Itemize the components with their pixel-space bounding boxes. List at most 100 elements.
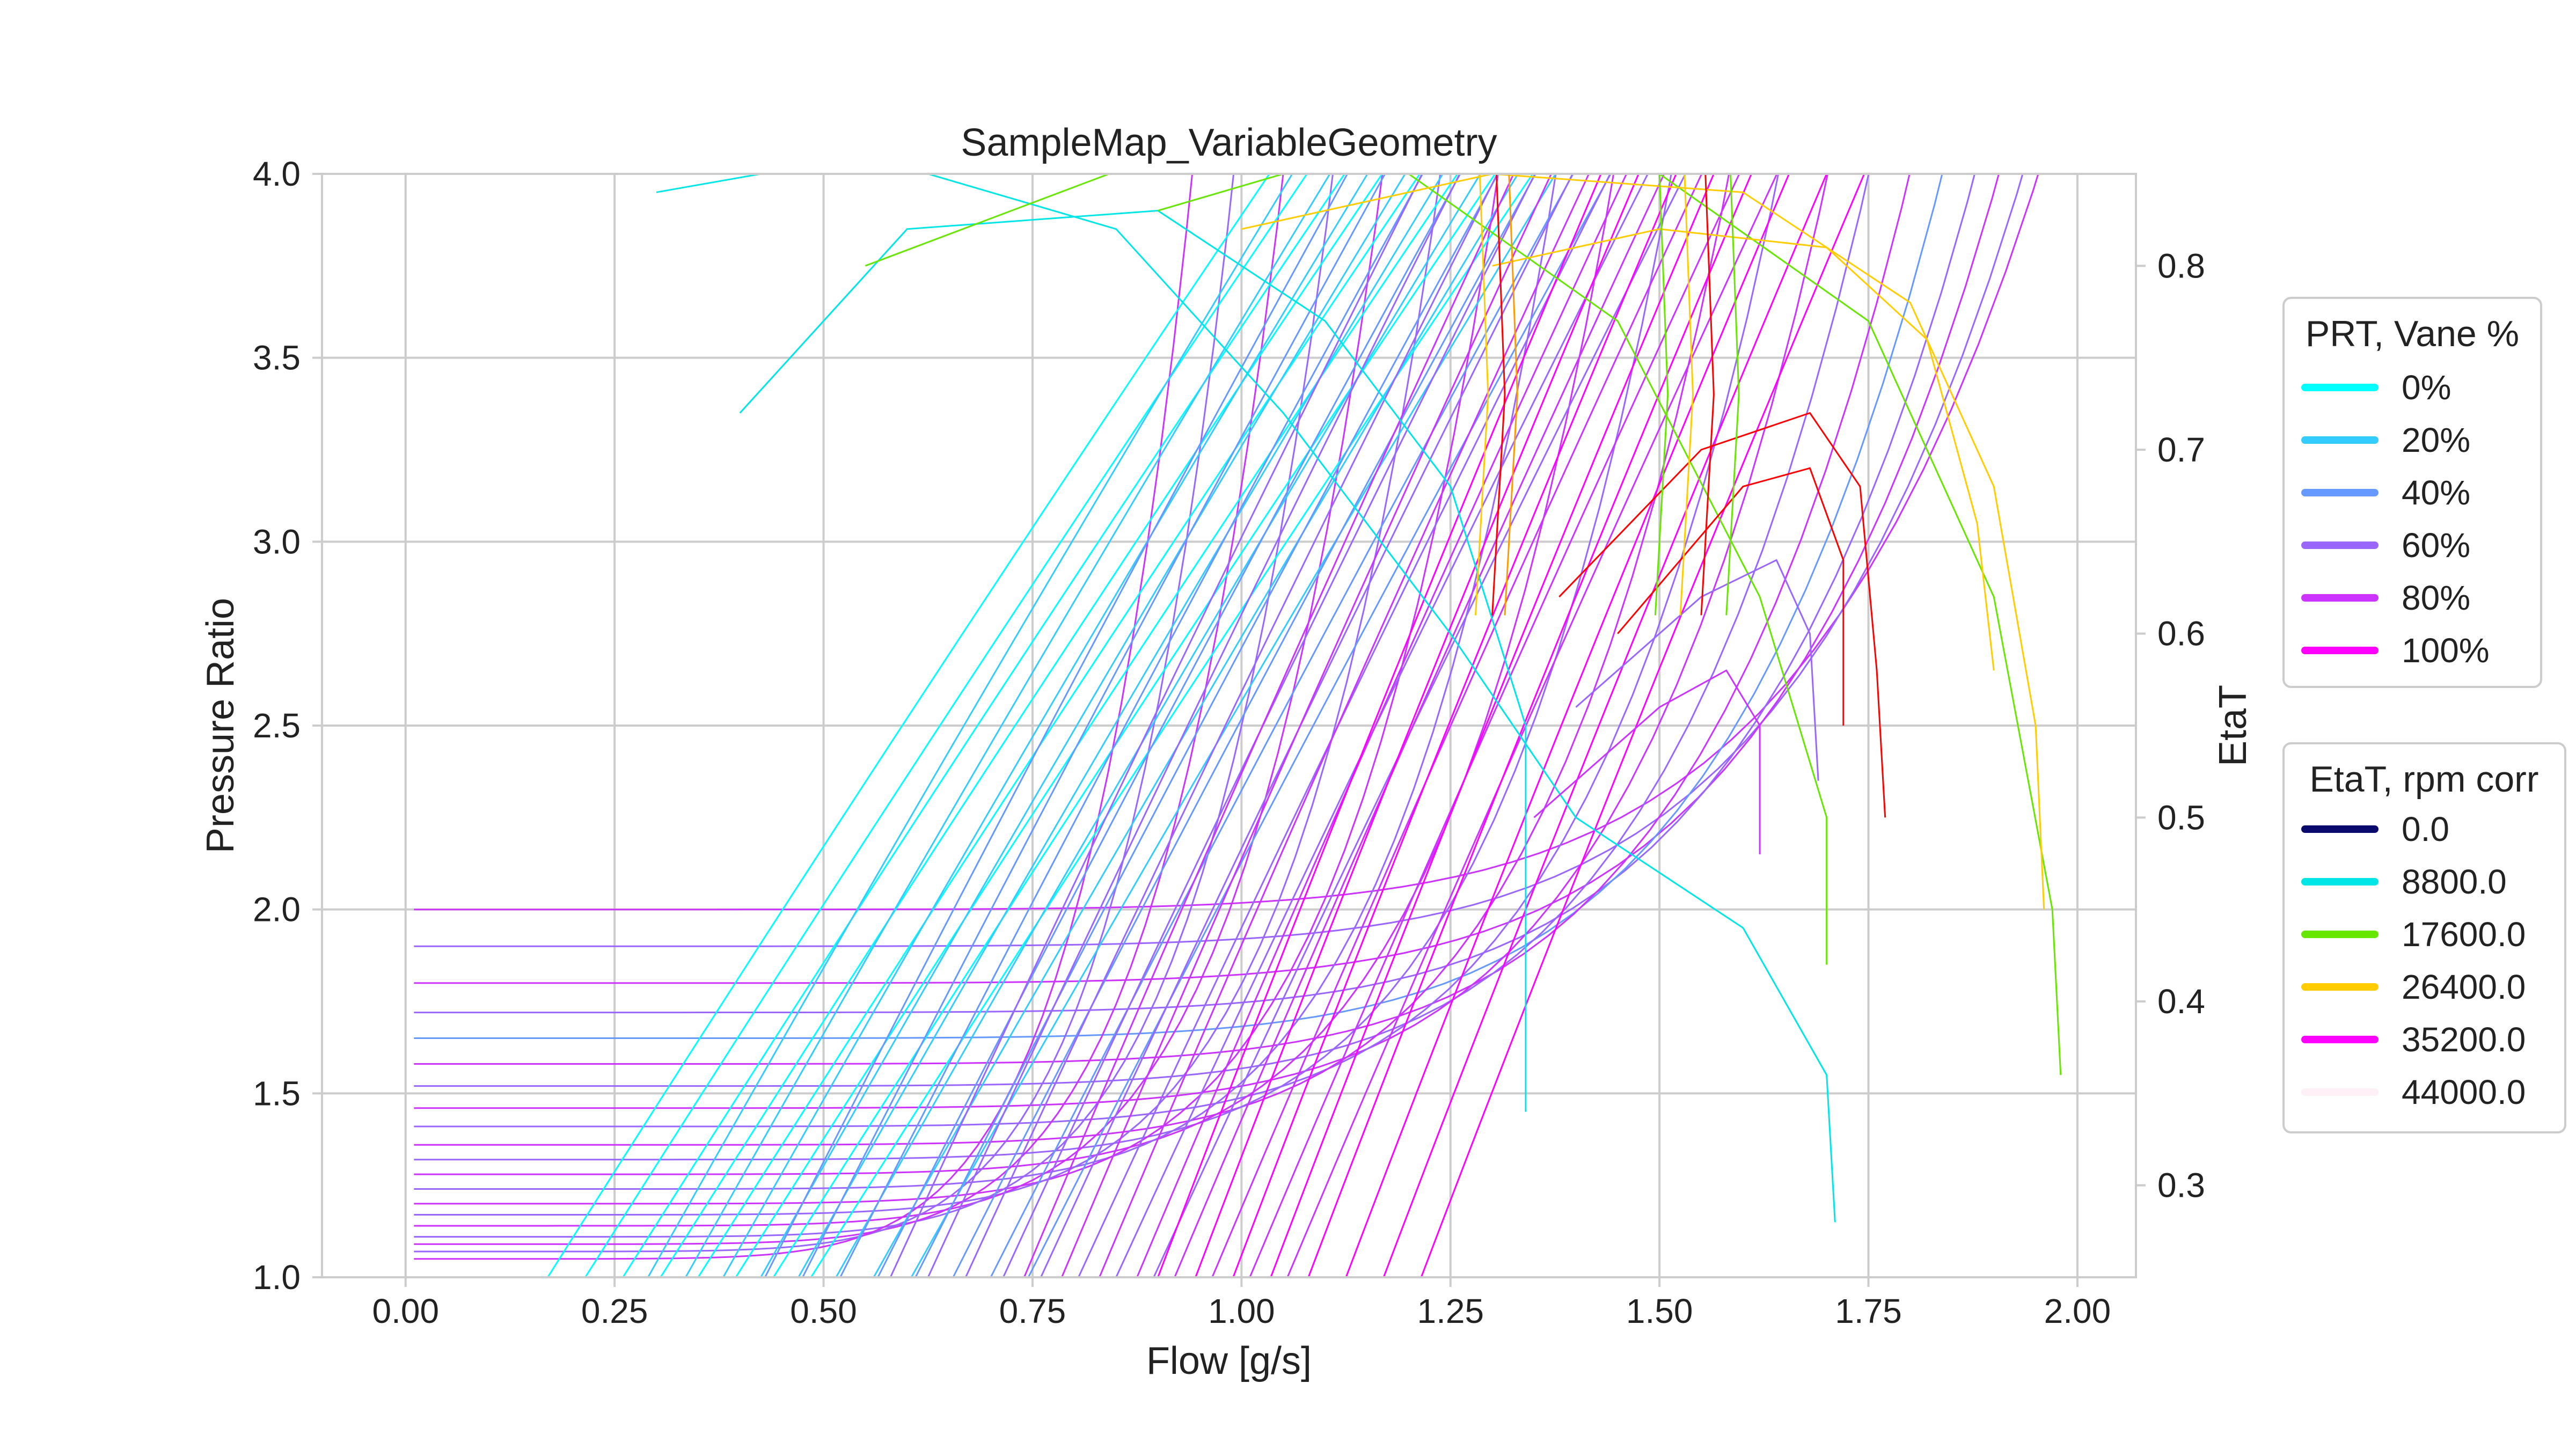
legend-prt-title: PRT, Vane % [2306, 313, 2519, 354]
series-line-speed [1099, 174, 1590, 1277]
series-line-low-pr [414, 174, 1672, 1161]
series-line-low-pr [414, 174, 1829, 1109]
x-tick-label: 0.00 [372, 1292, 439, 1330]
series-line-low-pr [414, 174, 1911, 1065]
series-line-speed [1345, 174, 1790, 1277]
series-line-choke [1491, 174, 1506, 616]
y2-tick-label: 0.6 [2157, 614, 2205, 653]
legend-eta-item-label: 26400.0 [2402, 968, 2526, 1006]
series-line-speed [810, 174, 1534, 1277]
x-axis-label: Flow [g/s] [1146, 1340, 1312, 1382]
series-line-speed [889, 174, 1423, 1277]
series-line-speed [914, 174, 1499, 1277]
legend-eta-box [2282, 742, 2566, 1133]
legend-prt-item-label: 60% [2402, 526, 2470, 565]
series-line-speed [1270, 174, 1715, 1277]
series-line-speed [584, 174, 1308, 1277]
series-line-speed [764, 174, 1349, 1277]
legend-prt-item-label: 80% [2402, 579, 2470, 617]
series-line-low-pr [414, 174, 1334, 1238]
series-line-low-pr [414, 174, 2000, 984]
series-line-speed [685, 174, 1331, 1277]
series-line-speed [802, 174, 1386, 1277]
x-tick-label: 0.25 [581, 1292, 648, 1330]
series-line-speed [722, 174, 1368, 1277]
legend-eta-item-label: 17600.0 [2402, 915, 2526, 954]
legend-eta-item-label: 44000.0 [2402, 1073, 2526, 1111]
series-line-speed [1040, 174, 1574, 1277]
y-axis-label: Pressure Ratio [199, 598, 242, 853]
series-line-low-pr [414, 174, 1780, 1128]
series-line-speed [797, 174, 1444, 1277]
y-tick-label: 3.5 [253, 339, 301, 377]
series-line-efficiency [656, 174, 1836, 1223]
legend-prt-item-label: 100% [2402, 631, 2490, 670]
series-line-low-pr [414, 174, 1943, 1039]
series-line-efficiency [865, 174, 1828, 965]
y-tick-label: 2.0 [253, 890, 301, 929]
legend-prt-box [2282, 297, 2542, 688]
y2-tick-label: 0.4 [2157, 982, 2205, 1021]
series-line-low-pr [414, 174, 1194, 1260]
series-line-speed [910, 174, 1557, 1277]
series-line-low-pr [414, 174, 1284, 1245]
plot-area [414, 174, 2062, 1277]
series-line-speed [660, 174, 1384, 1277]
y-tick-label: 3.0 [253, 522, 301, 561]
series-line-speed [965, 174, 1498, 1277]
series-line-speed [952, 174, 1536, 1277]
legend-prt: PRT, Vane % 0% 20% 40% 60% 80% 100% [2282, 297, 2542, 688]
x-tick-label: 1.50 [1626, 1292, 1693, 1330]
series-line-speed [927, 174, 1461, 1277]
legend-prt-item-label: 40% [2402, 473, 2470, 512]
legend-eta-item-label: 0.0 [2402, 810, 2449, 848]
legend-eta-item-label: 8800.0 [2402, 862, 2507, 901]
series-line-speed [1115, 174, 1649, 1277]
series-line-speed [735, 174, 1459, 1277]
y-tick-label: 1.0 [253, 1258, 301, 1297]
series-line-speed [1061, 174, 1553, 1277]
legend-eta-item-label: 35200.0 [2402, 1020, 2526, 1059]
x-tick-label: 0.75 [999, 1292, 1066, 1330]
series-line-low-pr [414, 174, 1499, 1205]
series-line-speed [1002, 174, 1536, 1277]
series-line-choke [1654, 174, 1669, 616]
series-line-speed [1307, 174, 1753, 1277]
series-line-low-pr [414, 174, 1976, 1014]
series-line-choke [1504, 174, 1518, 616]
series-line-speed [1174, 174, 1665, 1277]
series-line-choke [1725, 174, 1740, 616]
series-line-speed [1286, 174, 1778, 1277]
legend-eta-title: EtaT, rpm corr [2310, 759, 2539, 800]
series-line-speed [622, 174, 1346, 1277]
series-line-speed [990, 174, 1574, 1277]
series-line-choke [1679, 174, 1694, 616]
series-line-efficiency [1558, 412, 1886, 818]
y-tick-label: 2.5 [253, 706, 301, 745]
series-line-speed [839, 174, 1424, 1277]
legend-eta: EtaT, rpm corr 0.0 8800.0 17600.0 26400.0 35… [2282, 742, 2566, 1133]
series-line-low-pr [414, 174, 1870, 1087]
legend-prt-item-label: 20% [2402, 421, 2470, 459]
x-tick-label: 1.75 [1835, 1292, 1902, 1330]
series-line-speed [1153, 174, 1687, 1277]
y2-axis-label: EtaT [2212, 685, 2255, 766]
series-line-efficiency [1241, 174, 2045, 910]
chart-title: SampleMap_VariableGeometry [961, 121, 1497, 164]
series-line-efficiency [739, 209, 1527, 1112]
y2-tick-label: 0.3 [2157, 1166, 2205, 1205]
x-tick-label: 1.00 [1208, 1292, 1275, 1330]
series-line-efficiency [1575, 559, 1819, 781]
series-line-speed [873, 174, 1519, 1277]
series-line-low-pr [414, 174, 1557, 1190]
series-line-speed [1232, 174, 1677, 1277]
series-line-speed [1023, 174, 1515, 1277]
series-line-efficiency [1617, 467, 1845, 726]
series-line-speed [1078, 174, 1612, 1277]
series-line-speed [760, 174, 1407, 1277]
series-line-choke [1475, 174, 1489, 616]
series-line-low-pr [414, 174, 1615, 1175]
series-line-speed [1420, 174, 1865, 1277]
series-line-speed [1136, 174, 1628, 1277]
